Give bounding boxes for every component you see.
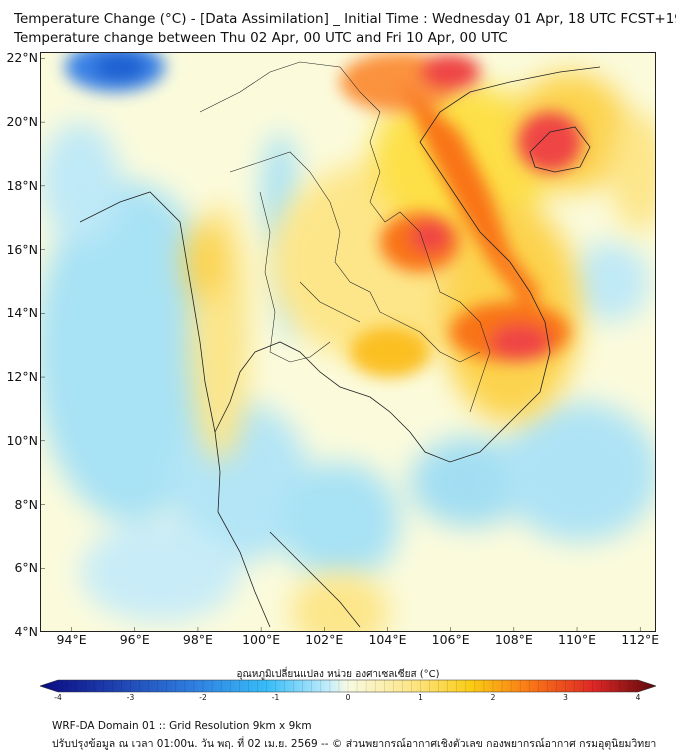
country-borders — [199, 61, 491, 413]
x-tick-label: 96°E — [119, 632, 150, 647]
x-tick-label: 98°E — [182, 632, 213, 647]
colorbar-tick-label: 4 — [635, 693, 641, 702]
map-frame — [40, 52, 656, 632]
colorbar-tick-label: -3 — [126, 693, 135, 702]
x-tick-label: 100°E — [242, 632, 281, 647]
footer-update-info: ปรับปรุงข้อมูล ณ เวลา 01:00น. วัน พฤ. ที… — [52, 738, 657, 750]
x-tick-label: 110°E — [558, 632, 597, 647]
colorbar-title: อุณหภูมิเปลี่ยนแปลง หน่วย องศาเซลเซียส (… — [236, 669, 440, 680]
map-title: Temperature Change (°C) - [Data Assimila… — [14, 11, 676, 27]
x-tick-label: 102°E — [305, 632, 344, 647]
hot-anomaly-areas — [340, 52, 582, 377]
x-tick-label: 104°E — [368, 632, 407, 647]
footer-model-info: WRF-DA Domain 01 :: Grid Resolution 9km … — [52, 720, 312, 732]
map-subtitle: Temperature change between Thu 02 Apr, 0… — [14, 30, 508, 46]
y-tick-label: 6°N — [14, 560, 38, 576]
colorbar-tick-label: -4 — [54, 693, 62, 702]
y-tick-label: 4°N — [14, 624, 38, 639]
x-tick-label: 112°E — [621, 632, 660, 647]
colorbar-tick-label: -2 — [199, 693, 207, 702]
y-tick-label: 18°N — [6, 177, 38, 193]
colorbar-tick-label: 2 — [490, 693, 496, 702]
y-tick-label: 14°N — [6, 305, 38, 321]
y-tick-label: 8°N — [14, 496, 38, 512]
y-tick-label: 10°N — [6, 432, 38, 448]
cold-anomaly-area — [65, 52, 165, 92]
colorbar — [40, 679, 656, 693]
x-tick-label: 106°E — [431, 632, 470, 647]
colorbar-tick-label: 1 — [418, 693, 423, 702]
y-tick-label: 12°N — [6, 369, 38, 385]
colorbar-tick-label: -1 — [271, 693, 280, 702]
temperature-map — [40, 52, 656, 632]
map-canvas — [40, 52, 656, 632]
colorbar-tick-label: 0 — [345, 693, 351, 702]
coastlines — [79, 66, 601, 628]
x-tick-label: 94°E — [56, 632, 87, 647]
y-tick-label: 22°N — [6, 50, 38, 66]
y-tick-label: 20°N — [6, 114, 38, 130]
x-tick-label: 108°E — [494, 632, 533, 647]
cool-anomaly-areas — [40, 122, 656, 622]
colorbar-tick-label: 3 — [563, 693, 568, 702]
y-tick-label: 16°N — [6, 241, 38, 257]
